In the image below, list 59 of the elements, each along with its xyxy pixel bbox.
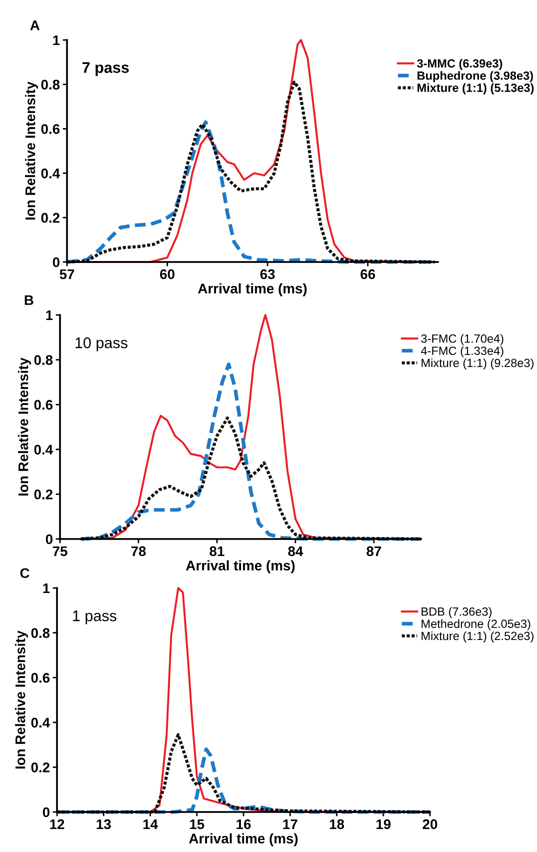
annotation: 1 pass bbox=[73, 610, 116, 624]
legend-label: 3-MMC (6.39e3) bbox=[417, 58, 502, 70]
x-tick-label: 15 bbox=[190, 819, 204, 830]
y-axis-title: Ion Relative Intensity bbox=[18, 358, 31, 496]
y-tick-label: 0.6 bbox=[34, 400, 53, 410]
y-tick-label: 1 bbox=[46, 310, 53, 320]
x-tick-label: 66 bbox=[360, 269, 376, 280]
x-tick-label: 57 bbox=[60, 269, 74, 280]
y-tick-label: 0.2 bbox=[31, 762, 50, 772]
x-tick-label: 16 bbox=[236, 819, 251, 830]
line-series bbox=[79, 362, 423, 541]
x-tick-label: 14 bbox=[143, 819, 158, 830]
x-tick-label: 63 bbox=[260, 269, 275, 280]
x-tick-label: 18 bbox=[330, 819, 344, 830]
x-tick-label: 13 bbox=[96, 819, 111, 830]
y-tick-label: 0.2 bbox=[41, 212, 60, 223]
x-tick-label: 17 bbox=[283, 819, 298, 830]
y-tick-label: 1 bbox=[43, 583, 50, 594]
annotation: 10 pass bbox=[76, 337, 128, 352]
text: A bbox=[30, 20, 40, 30]
legend-label: Methedrone (2.05e3) bbox=[422, 619, 530, 630]
x-tick-label: 20 bbox=[422, 819, 438, 830]
x-tick-label: 12 bbox=[50, 819, 64, 830]
text: C bbox=[20, 568, 30, 578]
legend-label: 4-FMC (1.33e4) bbox=[420, 346, 504, 358]
x-tick-label: 81 bbox=[210, 546, 224, 556]
y-tick-label: 0.4 bbox=[41, 168, 60, 178]
y-tick-label: 0.4 bbox=[31, 718, 50, 728]
y-tick-label: 0.8 bbox=[31, 628, 50, 638]
legend-label: Mixture (1:1) (2.52e3) bbox=[422, 631, 534, 642]
text: B bbox=[24, 295, 34, 305]
y-axis-title: Ion Relative Intensity bbox=[25, 82, 38, 220]
y-tick-label: 0.8 bbox=[34, 355, 53, 365]
x-axis-title: Arrival time (ms) bbox=[186, 560, 295, 574]
y-axis-title: Ion Relative Intensity bbox=[15, 630, 28, 769]
y-tick-label: 0 bbox=[42, 807, 50, 818]
y-tick-label: 0.4 bbox=[34, 444, 53, 455]
y-tick-label: 0.6 bbox=[41, 124, 60, 134]
x-axis-title: Arrival time (ms) bbox=[189, 833, 298, 846]
y-tick-label: 0.8 bbox=[41, 80, 60, 90]
legend-label: BDB (7.36e3) bbox=[422, 607, 492, 618]
x-tick-label: 84 bbox=[288, 546, 304, 556]
y-tick-label: 0.2 bbox=[34, 490, 52, 500]
legend-label: Mixture (1:1) (5.13e3) bbox=[418, 83, 534, 94]
x-tick-label: 87 bbox=[366, 546, 382, 556]
x-tick-label: 60 bbox=[160, 269, 174, 280]
y-tick-label: 0 bbox=[46, 534, 52, 544]
x-tick-label: 75 bbox=[52, 546, 68, 556]
y-tick-label: 1 bbox=[53, 35, 60, 46]
line-series bbox=[79, 416, 423, 541]
legend-label: Buphedrone (3.98e3) bbox=[418, 71, 533, 82]
x-axis-title: Arrival time (ms) bbox=[198, 283, 307, 296]
x-tick-label: 19 bbox=[376, 819, 391, 830]
y-tick-label: 0 bbox=[52, 257, 60, 268]
x-tick-label: 78 bbox=[131, 546, 146, 556]
annotation: 7 pass bbox=[82, 62, 129, 76]
legend-label: Mixture (1:1) (9.28e3) bbox=[422, 358, 534, 370]
y-tick-label: 0.6 bbox=[31, 672, 50, 683]
legend-label: 3-FMC (1.70e4) bbox=[421, 334, 504, 346]
